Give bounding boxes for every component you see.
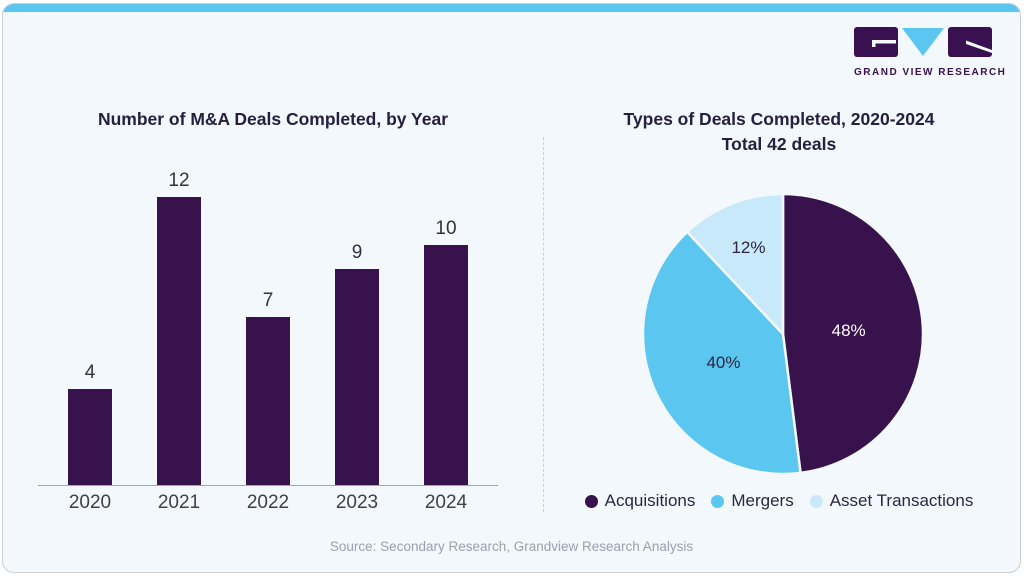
legend-dot-icon bbox=[711, 494, 725, 508]
bar-rect bbox=[335, 269, 379, 485]
pie-chart-title-line2: Total 42 deals bbox=[721, 133, 837, 154]
top-accent-bar bbox=[3, 4, 1020, 12]
bar-rect bbox=[246, 317, 290, 485]
pie-chart-title: Types of Deals Completed, 2020-2024 Tota… bbox=[546, 107, 1012, 156]
bar-chart-x-axis-labels: 2020 2021 2022 2023 2024 bbox=[38, 492, 498, 514]
grand-view-research-logo: GRAND VIEW RESEARCH bbox=[854, 26, 1007, 78]
legend-label: Acquisitions bbox=[604, 491, 696, 510]
x-axis-tick-label: 2021 bbox=[157, 492, 201, 513]
brand-name: GRAND VIEW RESEARCH bbox=[854, 67, 1007, 78]
legend-label: Mergers bbox=[731, 491, 794, 510]
bar-value-label: 4 bbox=[84, 362, 96, 383]
pie-chart-legend: Acquisitions Mergers Asset Transactions bbox=[546, 491, 1012, 511]
report-card: GRAND VIEW RESEARCH Number of M&A Deals … bbox=[2, 3, 1021, 573]
pie-slice-asset-transactions bbox=[685, 192, 785, 336]
bar-chart-plot-area: 4 12 7 9 10 bbox=[38, 170, 498, 486]
bar-rect bbox=[157, 197, 201, 485]
bar-column-2023: 9 bbox=[335, 242, 379, 485]
bar-value-label: 7 bbox=[262, 290, 274, 311]
vertical-dashed-divider bbox=[543, 137, 544, 512]
bar-column-2021: 12 bbox=[157, 170, 201, 485]
bar-column-2022: 7 bbox=[246, 290, 290, 485]
bar-rect bbox=[424, 245, 468, 485]
pie-slice-percentage-label: 48% bbox=[832, 321, 866, 340]
bar-value-label: 10 bbox=[435, 218, 457, 239]
pie-slice-percentage-label: 40% bbox=[706, 353, 740, 372]
legend-label: Asset Transactions bbox=[829, 491, 974, 510]
legend-item-acquisitions: Acquisitions bbox=[584, 491, 696, 511]
pie-slice-acquisitions bbox=[781, 192, 925, 475]
pie-chart-title-line1: Types of Deals Completed, 2020-2024 bbox=[623, 109, 935, 129]
bar-rect bbox=[68, 389, 112, 485]
source-note: Source: Secondary Research, Grandview Re… bbox=[329, 539, 694, 554]
bar-chart-title: Number of M&A Deals Completed, by Year bbox=[97, 109, 449, 129]
x-axis-tick-label: 2020 bbox=[68, 492, 112, 513]
bar-value-label: 12 bbox=[168, 170, 190, 191]
legend-item-mergers: Mergers bbox=[711, 491, 794, 511]
legend-item-asset-transactions: Asset Transactions bbox=[809, 491, 974, 511]
x-axis-tick-label: 2023 bbox=[335, 492, 379, 513]
bar-column-2020: 4 bbox=[68, 362, 112, 485]
x-axis-tick-label: 2022 bbox=[246, 492, 290, 513]
pie-chart: 48% 40% 12% bbox=[637, 188, 929, 480]
legend-dot-icon bbox=[584, 494, 598, 508]
pie-slice-percentage-label: 12% bbox=[731, 238, 765, 257]
gvr-logo-icon bbox=[854, 27, 992, 57]
bar-value-label: 9 bbox=[351, 242, 363, 263]
bar-column-2024: 10 bbox=[424, 218, 468, 485]
pie-slice-mergers bbox=[641, 230, 802, 476]
bar-chart: 4 12 7 9 10 2020 2021 2022 2023 2024 bbox=[38, 170, 498, 514]
x-axis-tick-label: 2024 bbox=[424, 492, 468, 513]
legend-dot-icon bbox=[809, 494, 823, 508]
